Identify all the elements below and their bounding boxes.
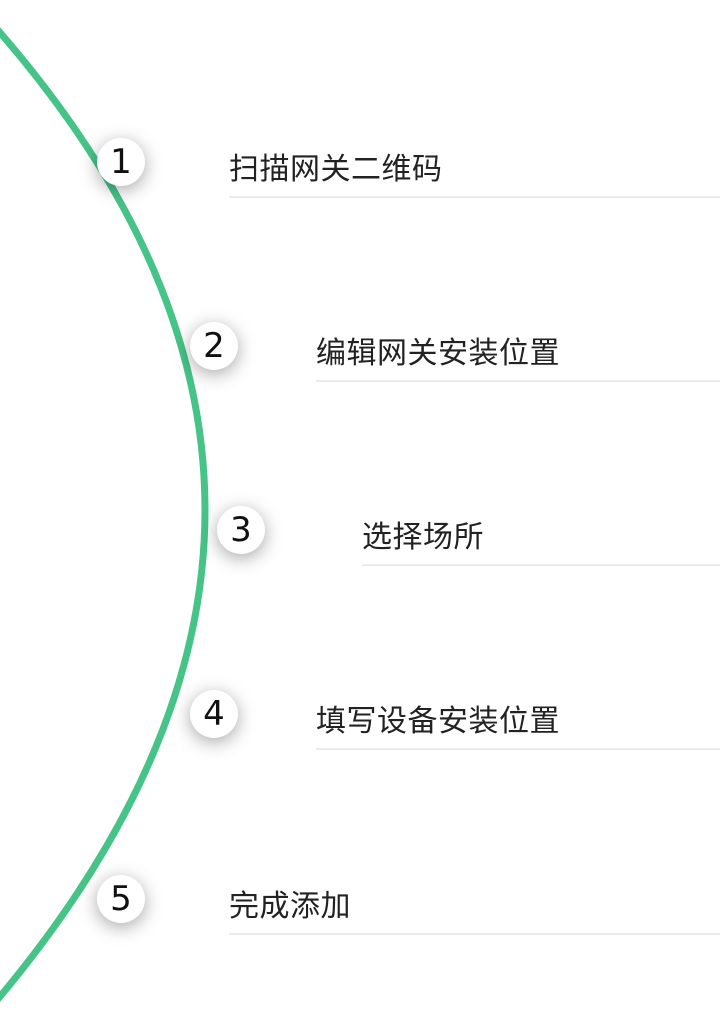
step-number-badge: 3 [217, 506, 265, 554]
step-label: 填写设备安装位置 [316, 696, 560, 740]
step-divider [316, 748, 720, 750]
step-1[interactable]: 1 扫描网关二维码 [0, 122, 720, 202]
step-number-badge: 1 [97, 138, 145, 186]
step-number-badge: 2 [190, 322, 238, 370]
step-label: 选择场所 [362, 512, 484, 556]
step-divider [229, 196, 720, 198]
step-divider [229, 933, 720, 935]
step-label: 完成添加 [229, 881, 351, 925]
step-3[interactable]: 3 选择场所 [0, 490, 720, 570]
step-4[interactable]: 4 填写设备安装位置 [0, 674, 720, 754]
step-divider [362, 564, 720, 566]
step-2[interactable]: 2 编辑网关安装位置 [0, 306, 720, 386]
step-number-badge: 5 [97, 875, 145, 923]
step-5[interactable]: 5 完成添加 [0, 859, 720, 939]
step-number-badge: 4 [190, 690, 238, 738]
step-divider [316, 380, 720, 382]
step-label: 扫描网关二维码 [229, 144, 443, 188]
step-label: 编辑网关安装位置 [316, 328, 560, 372]
